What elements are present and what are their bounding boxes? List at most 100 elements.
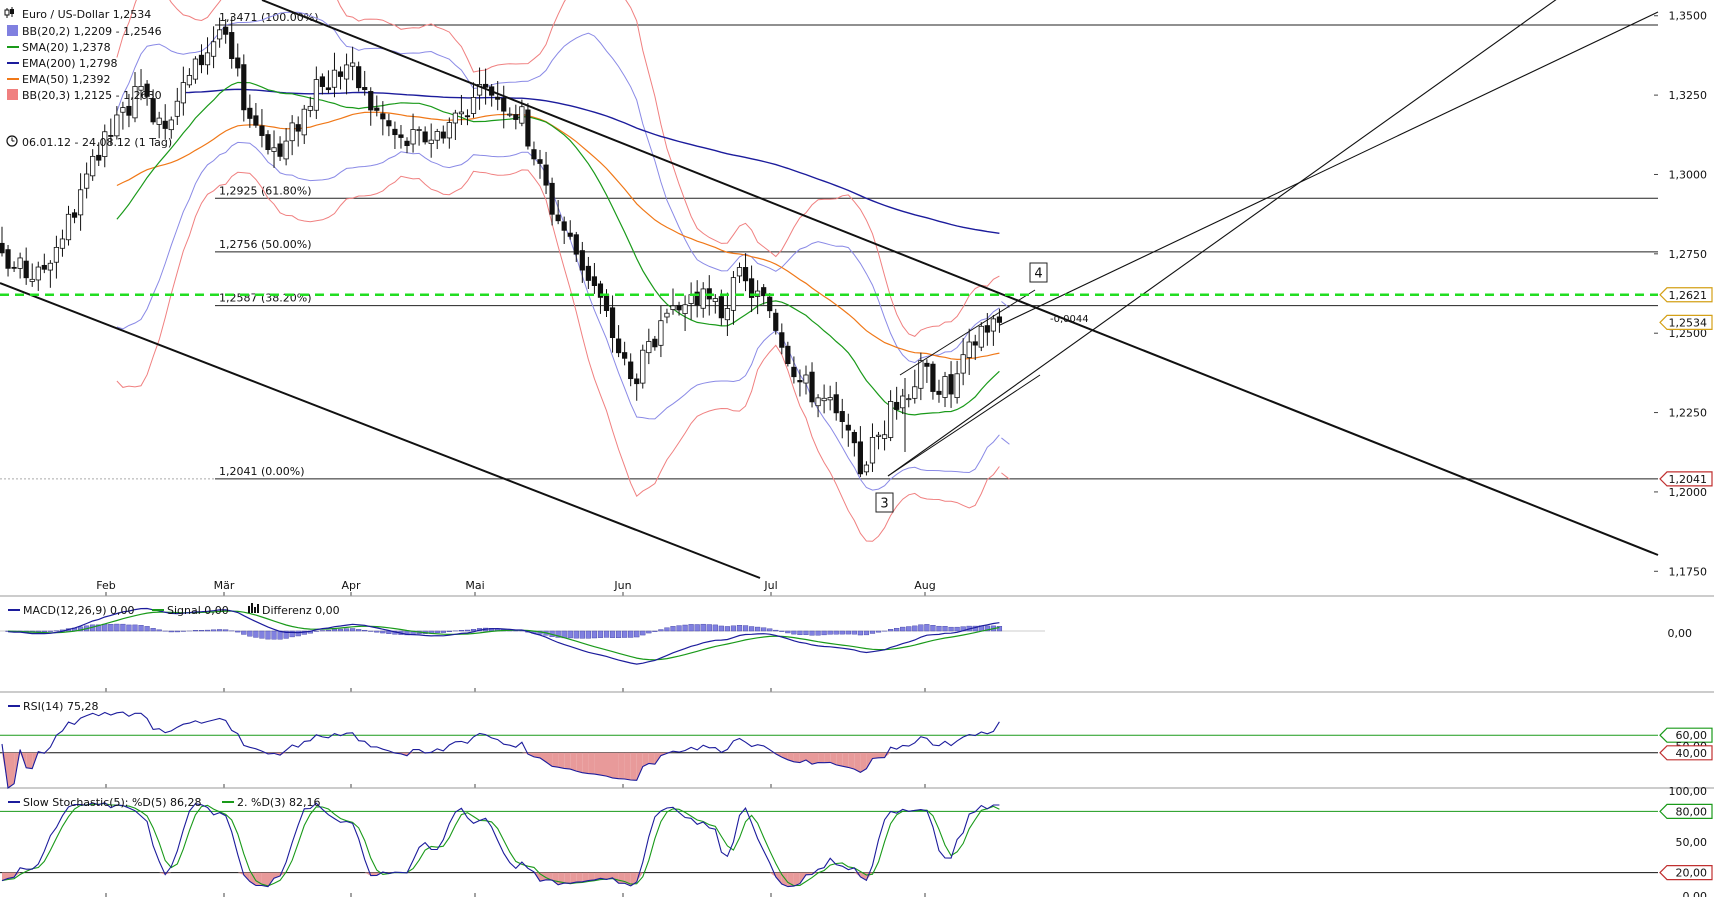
candle — [156, 111, 162, 139]
candle — [507, 107, 513, 118]
rsi-oversold-fill — [612, 752, 619, 779]
macd-bar — [247, 630, 253, 637]
header-legend: Euro / US-Dollar 1,2534 BB(20,2) 1,2209 … — [4, 7, 172, 149]
candle — [362, 70, 368, 96]
stoch-legend: Slow Stochastic(5): %D(5) 86,28 2. %D(3)… — [8, 796, 321, 809]
uptrend-channel-upper[interactable] — [887, 0, 1714, 477]
macd-bar — [235, 630, 241, 633]
candle — [368, 87, 374, 126]
wedge-upper[interactable] — [899, 289, 1036, 376]
macd-bar — [984, 625, 990, 632]
stoch-oversold-fill — [159, 872, 166, 875]
candle — [374, 95, 380, 117]
candle — [537, 149, 543, 179]
macd-bar — [845, 630, 851, 635]
signal-line — [7, 610, 1000, 661]
candle — [906, 394, 912, 408]
price-tick-label: 1,3250 — [1669, 89, 1708, 102]
macd-bar — [730, 625, 737, 632]
rsi-oversold-fill — [842, 752, 849, 768]
stoch-d3-legend-text: 2. %D(3) 82,16 — [237, 796, 321, 809]
candle — [857, 426, 863, 478]
price-tick-label: 1,1750 — [1669, 565, 1708, 578]
candle — [676, 301, 682, 316]
stochastic-panel: 100,00 80,00 50,00 20,00 0,00 — [0, 785, 1713, 897]
candle — [555, 200, 561, 225]
stoch-oversold-fill — [255, 872, 262, 886]
price-marker-label: 1,2041 — [1669, 473, 1708, 486]
legend-item-1[interactable]: SMA(20) 1,2378 — [7, 41, 111, 54]
candle — [628, 353, 634, 387]
macd-bar — [579, 630, 585, 639]
candle — [573, 231, 579, 263]
candle — [730, 271, 737, 325]
candle — [53, 235, 60, 279]
legend-item-4[interactable]: BB(20,3) 1,2125 - 1,2630 — [7, 89, 162, 102]
stoch-axis-marker — [1659, 865, 1713, 881]
month-label: Jul — [763, 579, 777, 592]
candle — [114, 106, 120, 140]
signal-legend-text: Signal 0,00 — [167, 604, 229, 617]
legend-item-0[interactable]: BB(20,2) 1,2209 - 1,2546 — [7, 25, 162, 38]
candle — [482, 68, 489, 105]
uptrend-channel-lower[interactable] — [999, 11, 1659, 326]
price-tick-label: 1,2750 — [1669, 248, 1708, 261]
candle — [966, 328, 972, 375]
legend-item-2[interactable]: EMA(200) 1,2798 — [7, 57, 118, 70]
macd-bar — [785, 630, 791, 634]
month-label: Apr — [341, 579, 361, 592]
sma20-line — [116, 81, 1000, 416]
wedge-lower[interactable] — [887, 374, 1041, 477]
chart-type-icon[interactable] — [4, 7, 14, 18]
macd-bar — [108, 624, 114, 632]
candle — [313, 66, 319, 119]
macd-bar — [168, 630, 174, 633]
stoch-axis-label: 80,00 — [1676, 805, 1708, 818]
trend-lines — [0, 0, 1714, 579]
stoch-oversold-fill — [268, 872, 274, 887]
macd-bar — [144, 626, 150, 632]
macd-bar — [894, 627, 900, 632]
candle — [476, 67, 483, 110]
candle — [567, 220, 573, 240]
legend-item-3[interactable]: EMA(50) 1,2392 — [7, 73, 111, 86]
macd-panel — [0, 607, 1045, 665]
candle — [942, 371, 948, 408]
rsi-oversold-fill — [570, 752, 577, 772]
macd-bar — [615, 630, 622, 639]
wave-4-label: 4 — [1029, 262, 1048, 283]
price-marker-1: 1,2534 — [1659, 314, 1713, 331]
rsi-oversold-fill — [521, 752, 528, 755]
candle — [682, 295, 688, 332]
rsi-oversold-fill — [588, 752, 595, 775]
macd-bar — [210, 629, 217, 632]
candle — [0, 226, 5, 257]
price-marker-label: 1,2621 — [1669, 289, 1708, 302]
candle — [307, 96, 313, 118]
candle — [331, 52, 338, 98]
stoch-oversold-fill — [564, 872, 571, 884]
candle — [434, 128, 440, 150]
rsi-oversold-fill — [781, 752, 788, 760]
candle — [23, 247, 29, 285]
macd-bar — [192, 630, 199, 632]
rsi-oversold-fill — [624, 752, 631, 780]
macd-axis-zero: 0,00 — [1668, 627, 1693, 640]
candle — [440, 125, 446, 144]
rsi-oversold-fill — [2, 752, 8, 788]
downtrend-channel-upper[interactable] — [261, 0, 1659, 556]
macd-bar — [688, 624, 694, 632]
candle — [821, 384, 827, 414]
candle — [241, 54, 247, 122]
macd-bar — [930, 625, 936, 632]
macd-bar — [567, 630, 573, 639]
macd-bar — [374, 630, 380, 633]
candle — [180, 66, 186, 116]
candle — [204, 37, 211, 75]
candle — [319, 73, 325, 95]
candle — [59, 229, 66, 257]
month-label: Feb — [96, 579, 115, 592]
macd-bar — [863, 630, 870, 636]
downtrend-channel-lower[interactable] — [0, 282, 761, 579]
macd-bar — [555, 630, 561, 638]
